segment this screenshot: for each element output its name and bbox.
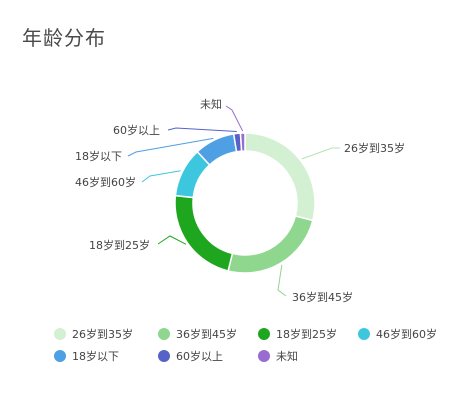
callout-line-5: [127, 137, 214, 157]
callout-line-7: [225, 105, 244, 132]
callout-label-2: 36岁到45岁: [292, 290, 353, 304]
callout-label-5: 18岁以下: [75, 149, 122, 163]
legend-swatch-icon: [54, 350, 66, 362]
chart-title: 年龄分布: [22, 26, 106, 50]
legend-label: 18岁到25岁: [276, 328, 337, 341]
callout-line-4: [141, 170, 181, 183]
callout-line-3: [157, 235, 187, 245]
callout-line-2: [277, 264, 287, 297]
legend-item-2[interactable]: 36岁到45岁: [158, 326, 258, 342]
legend-swatch-icon: [258, 350, 270, 362]
legend-item-6[interactable]: 60岁以上: [158, 348, 258, 364]
legend-label: 46岁到60岁: [376, 328, 437, 341]
legend-item-5[interactable]: 18岁以下: [54, 348, 158, 364]
slice-callouts: 26岁到35岁 36岁到45岁 18岁到25岁 46岁到60岁 18岁以下 60岁以上 未知: [75, 97, 405, 304]
legend-item-3[interactable]: 18岁到25岁: [258, 326, 358, 342]
legend-item-7[interactable]: 未知: [258, 348, 358, 364]
donut-slice-2[interactable]: [227, 215, 314, 274]
legend-swatch-icon: [358, 328, 370, 340]
callout-line-6: [167, 127, 237, 132]
legend-swatch-icon: [158, 328, 170, 340]
legend-swatch-icon: [258, 328, 270, 340]
donut-slices: [174, 132, 316, 274]
callout-label-1: 26岁到35岁: [344, 141, 405, 155]
legend-item-4[interactable]: 46岁到60岁: [358, 326, 452, 342]
donut-slice-3[interactable]: [174, 194, 234, 272]
callout-label-6: 60岁以上: [113, 123, 160, 137]
legend-label: 36岁到45岁: [176, 328, 237, 341]
legend-swatch-icon: [54, 328, 66, 340]
legend-label: 60岁以上: [176, 350, 223, 363]
donut-slice-7[interactable]: [239, 132, 246, 152]
legend-label: 未知: [276, 350, 298, 363]
callout-label-3: 18岁到25岁: [89, 238, 150, 252]
callout-label-7: 未知: [200, 97, 222, 111]
legend-item-1[interactable]: 26岁到35岁: [54, 326, 158, 342]
donut-slice-1[interactable]: [244, 132, 316, 222]
legend-swatch-icon: [158, 350, 170, 362]
legend-label: 18岁以下: [72, 350, 119, 363]
callout-label-4: 46岁到60岁: [75, 175, 136, 189]
chart-legend: 26岁到35岁 36岁到45岁 18岁到25岁 46岁到60岁 18岁以下 60岁以上 未知: [54, 326, 444, 364]
legend-label: 26岁到35岁: [72, 328, 133, 341]
callout-line-1: [301, 147, 340, 160]
